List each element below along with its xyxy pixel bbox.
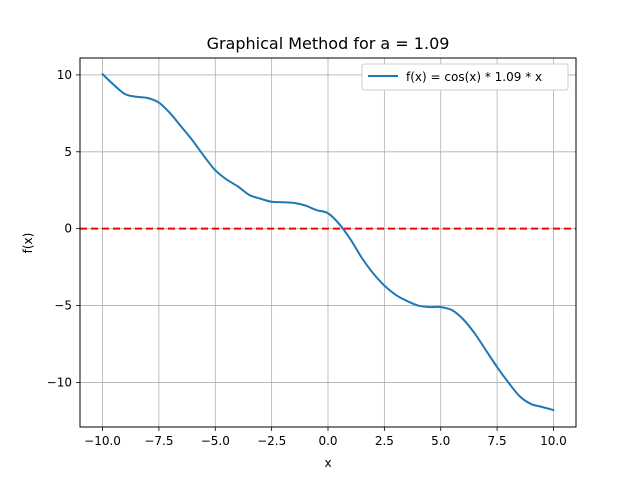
x-tick-label: 7.5 <box>488 434 507 448</box>
x-tick-label: 0.0 <box>318 434 337 448</box>
y-tick-label: −5 <box>54 299 72 313</box>
y-tick-label: 5 <box>64 145 72 159</box>
x-tick-label: 2.5 <box>375 434 394 448</box>
axes: −10.0 −7.5 −5.0 −2.5 0.0 2.5 5.0 7.5 10.0 −10 −5 0 5… <box>47 57 577 448</box>
legend-box <box>361 63 569 91</box>
grid <box>80 58 576 427</box>
legend-series-label: f(x) = cos(x) * 1.09 * x <box>406 70 542 84</box>
y-tick-label: 10 <box>57 68 72 82</box>
plot-frame <box>79 57 577 428</box>
legend: f(x) = cos(x) * 1.09 * x <box>361 63 569 91</box>
series-group <box>101 73 555 412</box>
x-axis-label: x <box>324 456 331 470</box>
y-axis-label: f(x) <box>21 233 35 254</box>
x-tick-label: 10.0 <box>540 434 567 448</box>
y-tick-label: 0 <box>64 222 72 236</box>
x-tick-label: −10.0 <box>84 434 121 448</box>
chart-title: Graphical Method for a = 1.09 <box>207 34 450 53</box>
series-line <box>101 73 555 412</box>
y-tick-label: −10 <box>47 375 72 389</box>
x-tick-label: −2.5 <box>257 434 286 448</box>
x-tick-label: −7.5 <box>144 434 173 448</box>
x-tick-label: 5.0 <box>431 434 450 448</box>
x-tick-label: −5.0 <box>201 434 230 448</box>
